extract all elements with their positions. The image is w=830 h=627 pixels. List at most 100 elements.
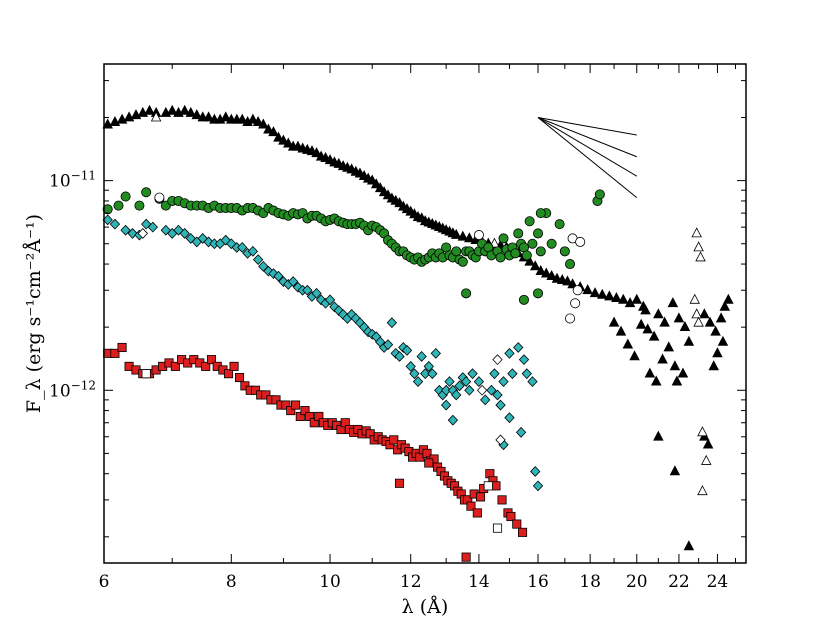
green-circles-point — [451, 246, 462, 257]
green-circles-point — [113, 200, 124, 211]
red-squares-point — [424, 458, 434, 468]
red-squares-hollow-point — [492, 523, 503, 533]
black-triangles-point — [535, 265, 547, 276]
black-triangles-point — [631, 293, 643, 304]
red-squares-point — [223, 369, 234, 379]
black-triangles-point — [657, 353, 668, 364]
green-circles-point — [554, 219, 565, 230]
black-triangles-point — [258, 118, 269, 129]
cyan-diamonds-point — [440, 384, 452, 396]
cyan-diamonds-point — [530, 466, 541, 477]
cyan-diamonds-hollow-point — [137, 228, 148, 239]
black-triangles-point — [702, 438, 714, 449]
black-triangles-point — [611, 292, 622, 303]
red-squares-hollow-point — [141, 369, 151, 379]
black-triangles-point — [653, 308, 664, 319]
green-circles-point — [510, 248, 521, 259]
cyan-diamonds-hollow-point — [492, 354, 503, 366]
black-triangles-hollow-point — [689, 293, 701, 304]
red-squares-point — [170, 361, 180, 371]
black-triangles-point — [220, 111, 231, 122]
black-triangles-point — [659, 316, 670, 327]
axis-ticks: 6 8 10 12 14 16 18 20 22 24 10−11 10−12 — [49, 64, 746, 592]
cyan-diamonds-point — [405, 360, 416, 372]
black-triangles-point — [582, 284, 593, 295]
green-circles-point — [565, 259, 576, 270]
cyan-diamonds-point — [179, 228, 190, 239]
cyan-diamonds-point — [324, 294, 336, 306]
green-circles-point — [134, 200, 145, 211]
green-circles-point — [518, 294, 529, 305]
cyan-diamonds-point — [315, 294, 327, 306]
black-triangles-point — [679, 321, 691, 332]
green-circles-hollow-point — [154, 192, 165, 203]
black-triangles-point — [653, 430, 664, 441]
black-triangles-point — [247, 113, 259, 124]
black-triangles-hollow-point — [693, 241, 704, 252]
black-triangles-point — [524, 255, 535, 266]
black-triangles-point — [179, 104, 190, 115]
cyan-diamonds-point — [521, 368, 532, 380]
green-circles-hollow-point — [473, 230, 484, 241]
red-squares-point — [229, 361, 239, 371]
red-squares-point — [309, 418, 319, 428]
cyan-diamonds-point — [504, 412, 515, 424]
black-triangles-point — [278, 134, 289, 145]
black-triangles-point — [529, 260, 541, 271]
black-triangles-point — [648, 330, 660, 341]
cyan-diamonds-point — [252, 254, 264, 266]
y-tick-label: 10−11 — [49, 169, 96, 192]
green-circles-point — [461, 288, 472, 299]
black-triangles-hollow-point — [150, 111, 162, 122]
cyan-diamonds-point — [498, 376, 509, 388]
green-circles-point — [120, 191, 131, 202]
black-triangles-hollow-point — [697, 426, 708, 437]
black-triangles-point — [671, 375, 683, 386]
cyan-diamonds-point — [515, 426, 527, 438]
black-triangles-point — [677, 367, 689, 378]
red-squares-point — [497, 495, 507, 505]
x-tick-label: 6 — [99, 572, 110, 592]
cyan-diamonds-point — [382, 339, 394, 351]
cyan-diamonds-point — [412, 376, 424, 388]
black-triangles-point — [311, 147, 322, 158]
black-triangles-point — [683, 335, 695, 346]
x-tick-label: 12 — [400, 572, 422, 592]
black-triangles-point — [667, 297, 679, 308]
green-circles-hollow-point — [570, 298, 581, 309]
red-squares-point — [234, 373, 245, 383]
red-squares-point — [271, 395, 281, 405]
x-tick-label: 20 — [626, 572, 648, 592]
black-triangles-point — [629, 350, 640, 361]
green-circles-hollow-point — [565, 313, 576, 324]
black-triangles-point — [191, 109, 203, 120]
black-triangles-point — [723, 293, 734, 304]
red-squares-point — [518, 527, 528, 537]
red-squares-point — [305, 411, 315, 422]
plot-frame — [103, 63, 747, 564]
black-triangles-hollow-point — [691, 308, 702, 319]
black-triangles-point — [717, 335, 729, 346]
green-circles-point — [141, 187, 152, 198]
cyan-diamonds-hollow-point — [476, 384, 488, 396]
black-triangles-point — [704, 316, 716, 327]
green-circles-point — [533, 288, 544, 299]
cyan-diamonds-point — [504, 347, 515, 359]
red-squares-point — [295, 411, 305, 422]
cyan-diamonds-point — [386, 317, 398, 329]
cyan-diamonds-point — [507, 368, 518, 380]
cyan-diamonds-point — [423, 360, 434, 372]
black-triangles-point — [618, 293, 629, 304]
cyan-diamonds-point — [427, 368, 438, 380]
black-triangles-point — [642, 323, 653, 334]
cyan-diamonds-point — [532, 480, 544, 492]
black-triangles-point — [669, 465, 681, 476]
red-squares-point — [472, 508, 482, 518]
black-triangles-point — [166, 104, 178, 115]
black-triangles-point — [669, 360, 681, 371]
cyan-diamonds-point — [120, 224, 131, 236]
x-tick-label: 8 — [226, 572, 237, 592]
red-squares-point — [394, 478, 405, 488]
cyan-diamonds-point — [460, 376, 472, 388]
